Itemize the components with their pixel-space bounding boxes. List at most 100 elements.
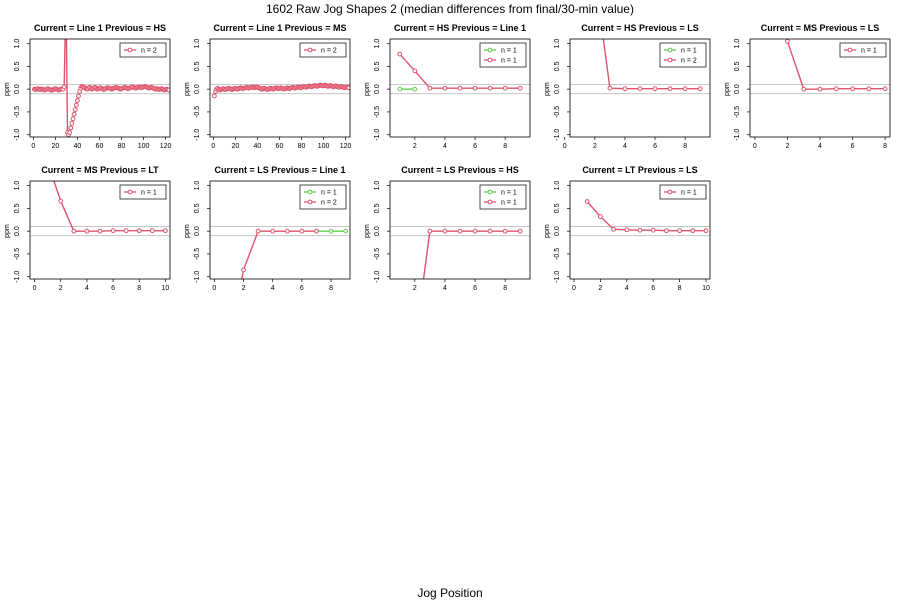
y-tick-label: 1.0	[14, 39, 21, 49]
data-point	[343, 228, 349, 234]
y-tick-label: -1.0	[14, 271, 21, 283]
y-tick-label: 1.0	[734, 39, 741, 49]
series-group	[785, 39, 888, 92]
panels: Current = Line 1 Previous = HS -1.0 -0.5 0.…	[4, 23, 891, 347]
x-tick-label: 40	[74, 143, 82, 150]
legend-label: n = 1	[501, 200, 517, 207]
panel-title: Current = MS Previous = LT	[41, 165, 159, 175]
data-point	[255, 228, 261, 234]
data-point	[703, 228, 709, 234]
x-tick-label: 4	[85, 285, 89, 292]
series-group	[602, 39, 703, 92]
data-point	[412, 86, 418, 92]
data-point	[136, 228, 142, 234]
x-tick-label: 0	[572, 285, 576, 292]
y-tick-label: -0.5	[374, 248, 381, 260]
data-point	[682, 86, 688, 92]
panel-7: Current = LS Previous = Line 1 -1.0 -0.5 0.…	[184, 165, 351, 347]
y-tick-label: -0.5	[554, 106, 561, 118]
panel-4: Current = HS Previous = LS -1.0 -0.5 0.0 0.5…	[544, 23, 711, 150]
y-tick-label: 0.5	[374, 61, 381, 71]
data-point	[457, 228, 463, 234]
data-point	[457, 85, 463, 91]
legend-marker	[487, 199, 493, 205]
data-point	[227, 343, 231, 347]
data-point	[622, 86, 628, 92]
panel-1: Current = Line 1 Previous = HS -1.0 -0.5 0.…	[4, 23, 172, 150]
x-tick-label: 6	[300, 285, 304, 292]
y-tick-label: 1.0	[194, 39, 201, 49]
y-axis-label: ppm	[364, 224, 371, 238]
x-tick-label: 2	[593, 143, 597, 150]
main-title: 1602 Raw Jog Shapes 2 (median difference…	[266, 2, 634, 16]
series-group	[227, 228, 349, 347]
data-point	[442, 228, 448, 234]
x-tick-label: 100	[318, 143, 330, 150]
plot-frame	[29, 38, 171, 138]
y-tick-label: 0.0	[194, 84, 201, 94]
y-tick-label: 0.5	[374, 203, 381, 213]
y-tick-label: 1.0	[554, 181, 561, 191]
data-point	[637, 86, 643, 92]
series-group	[413, 228, 523, 347]
y-axis-label: ppm	[184, 82, 191, 96]
data-point	[850, 86, 855, 92]
x-tick-label: 0	[563, 143, 567, 150]
panel-title: Current = LS Previous = HS	[401, 165, 519, 175]
data-point	[284, 228, 290, 234]
data-point	[487, 85, 493, 91]
data-point	[866, 86, 872, 92]
data-point	[652, 86, 658, 92]
x-tick-label: 6	[473, 143, 477, 150]
y-tick-label: -1.0	[554, 271, 561, 283]
data-point	[73, 102, 79, 108]
data-point	[70, 116, 76, 122]
x-tick-label: 4	[623, 143, 627, 150]
panel-title: Current = HS Previous = Line 1	[394, 23, 526, 33]
data-point	[664, 228, 669, 234]
y-tick-label: 0.0	[14, 226, 21, 236]
panel-3: Current = HS Previous = Line 1 -1.0 -0.5 0.…	[364, 23, 531, 150]
data-point	[487, 228, 493, 234]
x-tick-label: 120	[340, 143, 352, 150]
y-tick-label: 0.0	[374, 226, 381, 236]
data-point	[299, 228, 305, 234]
x-tick-label: 2	[242, 285, 246, 292]
y-tick-label: 0.0	[554, 226, 561, 236]
x-tick-label: 4	[271, 285, 275, 292]
plot-frame	[569, 180, 711, 280]
y-tick-label: 1.0	[374, 181, 381, 191]
y-tick-label: 1.0	[194, 181, 201, 191]
data-point	[697, 86, 703, 92]
data-point	[397, 86, 403, 92]
x-tick-label: 6	[851, 143, 855, 150]
y-tick-label: -1.0	[554, 129, 561, 141]
y-axis-label: ppm	[724, 82, 731, 96]
data-point	[667, 86, 673, 92]
x-tick-label: 8	[678, 285, 682, 292]
x-tick-label: 6	[111, 285, 115, 292]
y-tick-label: 0.5	[554, 203, 561, 213]
x-tick-label: 6	[653, 143, 657, 150]
data-point	[84, 228, 90, 234]
data-point	[817, 86, 823, 92]
data-point	[270, 228, 276, 234]
y-tick-label: -1.0	[14, 129, 21, 141]
y-tick-label: -0.5	[194, 248, 201, 260]
x-tick-label: 4	[443, 143, 447, 150]
legend-marker	[667, 57, 673, 63]
legend-label: n = 2	[321, 200, 337, 207]
data-point	[58, 198, 64, 204]
data-point	[241, 267, 246, 273]
data-point	[413, 343, 417, 347]
panel-title: Current = MS Previous = LS	[761, 23, 880, 33]
plot-frame	[389, 180, 531, 280]
legend-label: n = 1	[501, 58, 517, 65]
x-tick-label: 120	[160, 143, 172, 150]
y-tick-label: -0.5	[14, 106, 21, 118]
x-tick-label: 0	[753, 143, 757, 150]
x-tick-label: 10	[702, 285, 710, 292]
x-tick-label: 0	[212, 285, 216, 292]
x-tick-label: 6	[473, 285, 477, 292]
data-point	[517, 228, 523, 234]
